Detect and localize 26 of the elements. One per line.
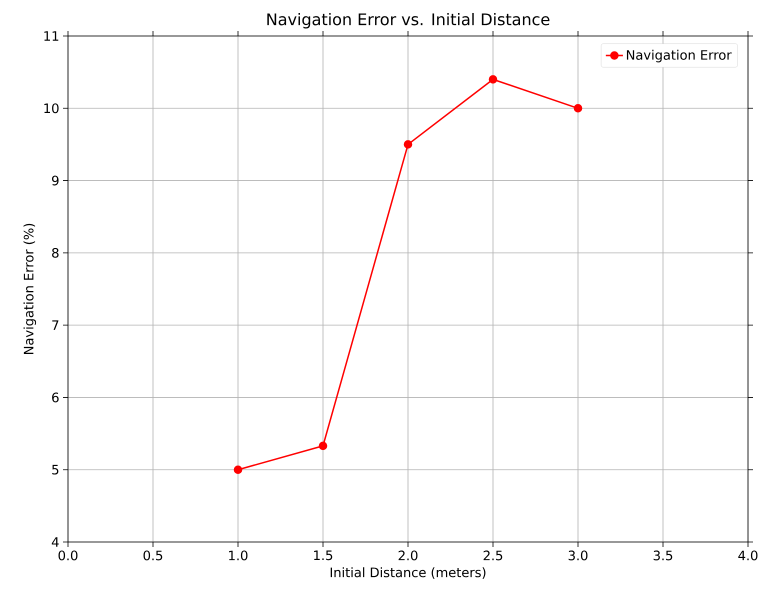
- x-axis-title: Initial Distance (meters): [330, 567, 486, 579]
- y-tick-label: 6: [52, 392, 59, 402]
- point: [574, 104, 582, 113]
- x-tick-label: 1.0: [229, 550, 248, 560]
- point: [318, 442, 328, 450]
- x-tick-label: 0.0: [58, 550, 78, 560]
- point: [404, 140, 412, 149]
- legend-label: Navigation Error: [626, 50, 732, 62]
- y-tick-label: 4: [52, 537, 59, 547]
- y-tick-label: 7: [52, 320, 58, 330]
- x-tick-label: 3.5: [654, 550, 672, 560]
- x-tick-label: 4.0: [738, 550, 758, 560]
- x-tick-label: 3.0: [568, 550, 588, 560]
- x-tick-label: 2.5: [484, 550, 502, 560]
- y-axis-title: Navigation Error (%): [23, 224, 36, 354]
- y-tick-label: 9: [52, 176, 59, 186]
- point: [488, 75, 498, 84]
- y-tick-label: 11: [44, 31, 58, 41]
- x-tick-label: 2.0: [398, 550, 418, 560]
- x-tick-label: 0.5: [144, 550, 162, 560]
- x-tick-label: 1.5: [314, 550, 332, 560]
- point: [234, 465, 242, 474]
- chart-title: Navigation Error vs. Initial Distance: [267, 12, 550, 28]
- y-tick-label: 8: [52, 248, 59, 258]
- y-tick-label: 5: [52, 464, 58, 475]
- y-tick-label: 10: [44, 103, 59, 114]
